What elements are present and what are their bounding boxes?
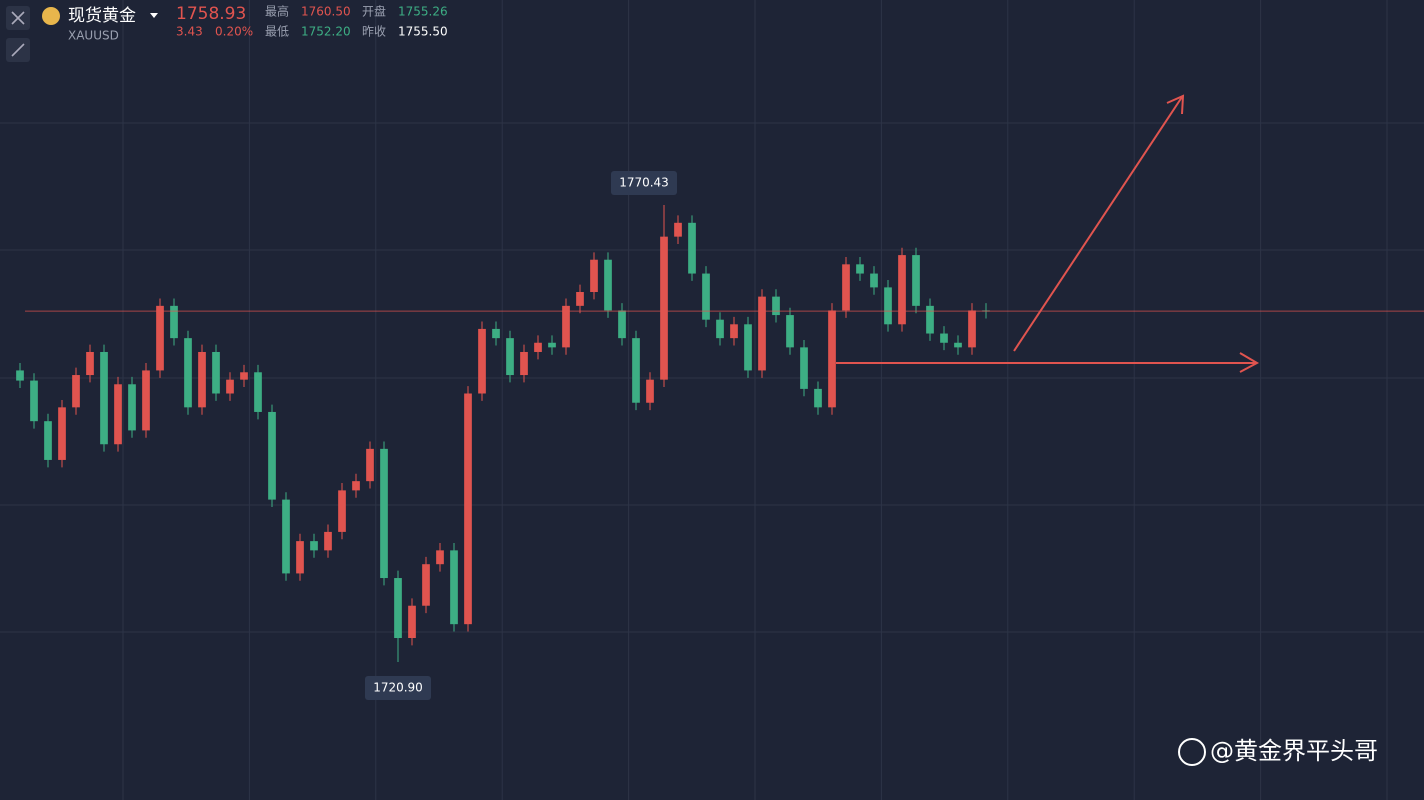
candle-body [324,531,332,551]
candle-body [436,550,444,565]
candle-body [702,273,710,320]
candle-body [506,338,514,376]
candle-body [800,347,808,389]
high-label: 最高 [265,4,289,19]
arrow-up [1013,96,1183,352]
max-label-box [611,171,677,195]
candle-body [408,605,416,639]
change: 3.43 [176,25,203,39]
candle-body [282,499,290,574]
symbol: XAUUSD [68,29,119,43]
dropdown-caret[interactable] [150,13,158,18]
candle-body [16,370,24,381]
candle-body [30,380,38,422]
candle-body [156,305,164,371]
candle-body [72,375,80,408]
candle-body [968,310,976,348]
candle-body [520,351,528,376]
candle-body [226,379,234,394]
candle-body [338,490,346,532]
candle-body [184,338,192,408]
watermark: @黄金界平头哥 [1210,737,1378,765]
candles: 1770.43 1720.90 [16,171,1424,700]
low-label: 最低 [265,25,289,39]
candle-body [954,342,962,348]
candle-body [100,351,108,445]
candle-body [758,296,766,371]
candle-body [254,372,262,412]
candle-body [366,448,374,482]
change-pct: 0.20% [215,25,253,39]
watermark-icon [1178,738,1206,766]
arrow-head [1239,352,1260,373]
candle-body [422,564,430,606]
candle-body [44,421,52,460]
max-label: 1770.43 [619,176,669,190]
candle-body [114,384,122,445]
candle-body [450,550,458,625]
candle-body [86,351,94,376]
candle-body [310,541,318,551]
open-label: 开盘 [362,4,386,19]
candle-body [212,351,220,394]
candle-body [268,411,276,500]
candle-body [142,370,150,431]
candle-body [674,222,682,237]
candle-body [940,333,948,343]
candle-body [632,338,640,403]
candle-body [128,384,136,431]
candle-body [618,310,626,339]
candle-body [548,342,556,348]
gold-icon [42,7,60,25]
candle-body [604,259,612,311]
candle-body [296,541,304,574]
high-value: 1760.50 [301,5,351,19]
close-icon [11,11,25,25]
candle-body [744,324,752,371]
candle-body [870,273,878,288]
candle-body [198,351,206,408]
candle-body [926,305,934,334]
candle-body [394,578,402,639]
candle-body [240,372,248,380]
candle-body [492,328,500,339]
prev-close-value: 1755.50 [398,25,448,39]
candle-body [380,448,388,579]
candle-body [646,379,654,403]
candle-body [730,324,738,339]
candle-body [534,342,542,352]
min-label: 1720.90 [373,681,423,695]
min-label-box [365,676,431,700]
low-value: 1752.20 [301,25,351,39]
candle-body [478,328,486,394]
candle-body [884,287,892,325]
candle-body [716,319,724,339]
candle-body [562,305,570,348]
candle-body [660,236,668,380]
candle-body [786,315,794,348]
candle-body [772,296,780,316]
candle-body [814,388,822,408]
candle-body [856,264,864,274]
arrow-head [1166,94,1185,115]
candle-body [58,407,66,460]
candle-body [352,481,360,491]
open-value: 1755.26 [398,5,448,19]
candle-body [170,305,178,339]
candle-body [688,222,696,274]
tool-icon [11,43,25,57]
price: 1758.93 [176,4,246,24]
instrument-name: 现货黄金 [68,6,136,26]
candle-body [912,255,920,306]
candle-body [464,393,472,625]
candle-body [576,292,584,306]
prev-close-label: 昨收 [362,25,386,39]
candle-body [590,259,598,293]
candle-body [828,310,836,408]
candle-body [898,255,906,325]
candle-body [842,264,850,311]
